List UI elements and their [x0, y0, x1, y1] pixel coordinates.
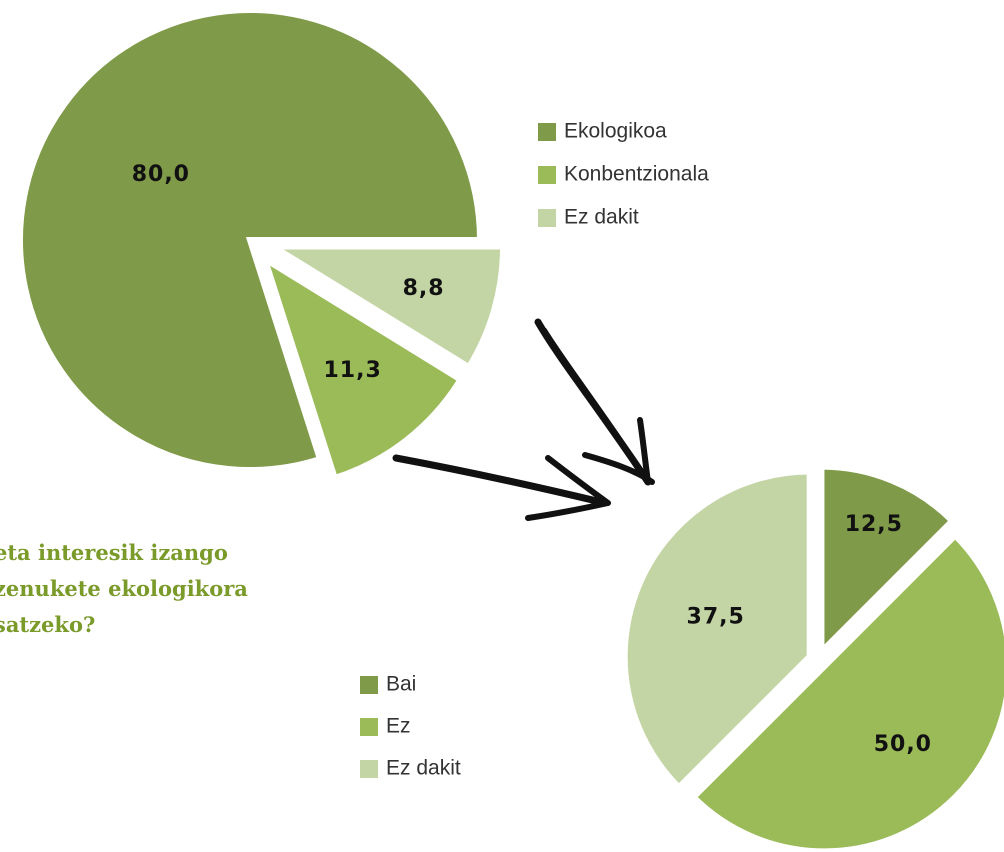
legend-label: Konbentzionala [564, 163, 709, 186]
legend-label: Bai [386, 673, 416, 696]
pie-slice [621, 468, 813, 792]
data-label: 37,5 [687, 605, 745, 630]
legend-swatch [538, 166, 556, 184]
data-label: 11,3 [324, 358, 382, 383]
pie-slice [17, 7, 484, 473]
pie-slice [259, 252, 465, 482]
legend-swatch [538, 209, 556, 227]
arrows [392, 318, 655, 521]
legend-label: Ez dakit [564, 206, 639, 229]
arrow-head [525, 455, 611, 521]
pie-slice [689, 531, 1004, 852]
data-label: 12,5 [845, 512, 903, 537]
legend-label: Ez dakit [386, 757, 461, 780]
legend-swatch [360, 760, 378, 778]
legend-swatch [360, 676, 378, 694]
arrow [543, 328, 647, 480]
pie-slice [262, 243, 507, 372]
arrow [392, 454, 609, 507]
legend-swatch [360, 718, 378, 736]
arrow-head [582, 417, 655, 485]
legend-swatch [538, 123, 556, 141]
data-label: 50,0 [874, 732, 932, 757]
question-line: eta interesik izango [0, 540, 228, 565]
legend-label: Ez [386, 715, 411, 738]
data-label: 80,0 [132, 162, 190, 187]
question-line: satzeko? [0, 612, 95, 637]
question-line: zenukete ekologikora [0, 576, 248, 601]
pie-slice [818, 463, 957, 659]
data-label: 8,8 [403, 276, 445, 301]
legend-label: Ekologikoa [564, 120, 667, 143]
